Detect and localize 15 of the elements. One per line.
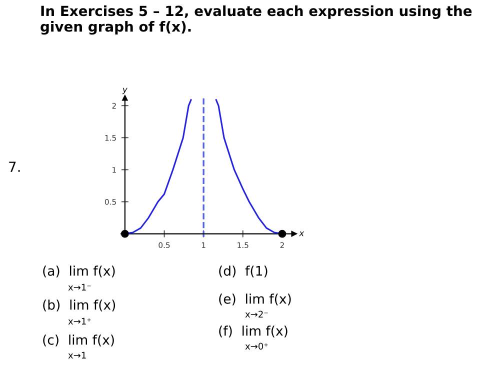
text: (e) lim f(x): [219, 294, 291, 306]
text: In Exercises 5 – 12, evaluate each expression using the given graph of f(x).: [40, 5, 472, 35]
text: x→1⁺: [68, 318, 91, 324]
text: x→2⁻: [245, 310, 268, 318]
text: (a) lim f(x): [43, 266, 115, 278]
text: x→1: [68, 352, 86, 358]
text: x→1⁻: [68, 284, 91, 290]
text: x→0⁺: [245, 342, 268, 350]
text: (b) lim f(x): [43, 300, 116, 312]
text: (d) f(1): [219, 266, 268, 278]
text: 7.: [9, 162, 20, 172]
x-axis-title: x: [298, 232, 304, 236]
text: (c) lim f(x): [43, 334, 114, 346]
text: (f) lim f(x): [219, 326, 288, 338]
y-axis-title: y: [122, 88, 128, 94]
